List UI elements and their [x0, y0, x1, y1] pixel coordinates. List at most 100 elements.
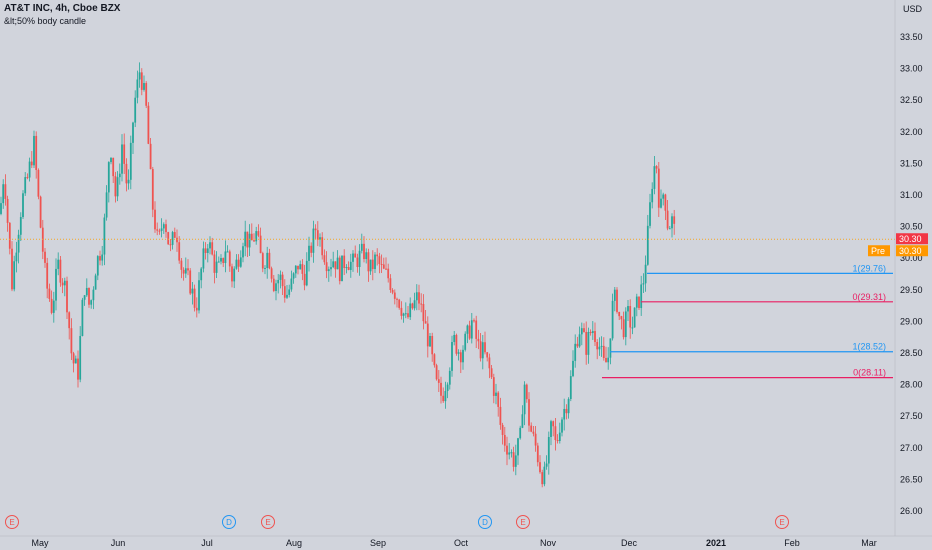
candle [125, 158, 128, 192]
candle [275, 279, 277, 301]
candle [81, 297, 84, 337]
candle [512, 446, 515, 472]
fib-level-label: 1(29.76) [852, 263, 886, 273]
candle [55, 258, 57, 311]
candle [371, 250, 374, 281]
y-tick-label: 32.50 [900, 95, 923, 105]
x-tick-label: Oct [454, 538, 469, 548]
candle [277, 274, 280, 294]
candle [160, 218, 163, 238]
candle [343, 249, 346, 275]
candle [224, 240, 227, 273]
candle [149, 137, 152, 170]
last-price-tag-text: 30.30 [899, 234, 922, 244]
candle [444, 381, 447, 409]
candle [508, 443, 511, 460]
candle [583, 323, 585, 333]
candle [127, 169, 130, 190]
candle [231, 263, 233, 288]
candle [294, 265, 297, 278]
candle [129, 135, 132, 190]
candle [239, 250, 242, 268]
fib-level-label: 1(28.52) [852, 342, 886, 352]
candle [259, 227, 262, 254]
candle [0, 196, 2, 216]
candle [167, 231, 170, 245]
candle [523, 381, 526, 426]
candle [633, 307, 636, 328]
candle [61, 278, 64, 294]
candle [345, 264, 348, 274]
candle [673, 209, 676, 235]
x-tick-label: Mar [861, 538, 877, 548]
candle [264, 265, 266, 275]
candle [374, 252, 376, 273]
candle [96, 255, 99, 281]
currency-label[interactable]: USD [902, 4, 922, 14]
candle [495, 383, 497, 405]
candle [330, 258, 332, 277]
svg-text:E: E [520, 518, 525, 527]
candle [305, 252, 308, 287]
candle [492, 373, 495, 404]
earnings-event-icon[interactable]: E [516, 515, 530, 529]
earnings-event-icon[interactable]: E [5, 515, 19, 529]
candle [11, 241, 13, 292]
candle [484, 331, 486, 355]
candle [490, 364, 493, 379]
candle [585, 321, 588, 365]
candle [556, 434, 559, 444]
candle [112, 157, 115, 183]
candle [563, 398, 566, 431]
candle [237, 254, 240, 272]
candle [455, 333, 458, 356]
y-tick-label: 27.00 [900, 443, 923, 453]
candle [140, 68, 143, 96]
candle [440, 376, 442, 404]
candle [33, 130, 35, 169]
candle [244, 220, 247, 257]
candle [536, 442, 539, 467]
indicator-label[interactable]: &lt;50% body candle [4, 16, 87, 26]
candle [415, 284, 418, 311]
candle [627, 299, 629, 322]
candle [103, 213, 106, 266]
candle [514, 444, 517, 476]
candle [589, 329, 592, 336]
candle [446, 382, 449, 399]
candle [519, 425, 522, 440]
symbol-title[interactable]: AT&T INC, 4h, Cboe BZX [4, 3, 121, 14]
dividend-event-icon[interactable]: D [478, 515, 492, 529]
time-axis[interactable]: May Jun Jul Aug Sep Oct Nov Dec 2021 Feb Mar [31, 538, 876, 548]
candle [2, 179, 5, 209]
candle [649, 193, 651, 229]
fibonacci-levels[interactable]: 1(29.76) 0(29.31) 1(28.52) 0(28.11) [602, 263, 893, 379]
candle [657, 161, 660, 217]
dividend-event-icon[interactable]: D [222, 515, 236, 529]
candle [369, 259, 372, 275]
candle [528, 392, 530, 432]
candle [569, 370, 572, 402]
candle [226, 245, 229, 253]
candle [121, 134, 123, 182]
candle [435, 363, 438, 381]
candle [211, 237, 214, 256]
candle [418, 284, 420, 311]
candle [644, 255, 647, 292]
candle [363, 236, 365, 263]
candle [629, 299, 632, 339]
y-tick-label: 26.00 [900, 506, 923, 516]
candle [94, 273, 97, 290]
earnings-event-icon[interactable]: E [775, 515, 789, 529]
candle [341, 255, 343, 282]
candle [576, 336, 579, 348]
candle [611, 293, 614, 341]
candle [173, 227, 176, 239]
candle [547, 431, 550, 475]
earnings-event-icon[interactable]: E [261, 515, 275, 529]
candle [334, 261, 337, 278]
candle [462, 345, 464, 370]
price-axis[interactable]: 26.00 26.50 27.00 27.50 28.00 28.50 29.00 29.50… [900, 32, 923, 516]
candle [470, 312, 473, 344]
